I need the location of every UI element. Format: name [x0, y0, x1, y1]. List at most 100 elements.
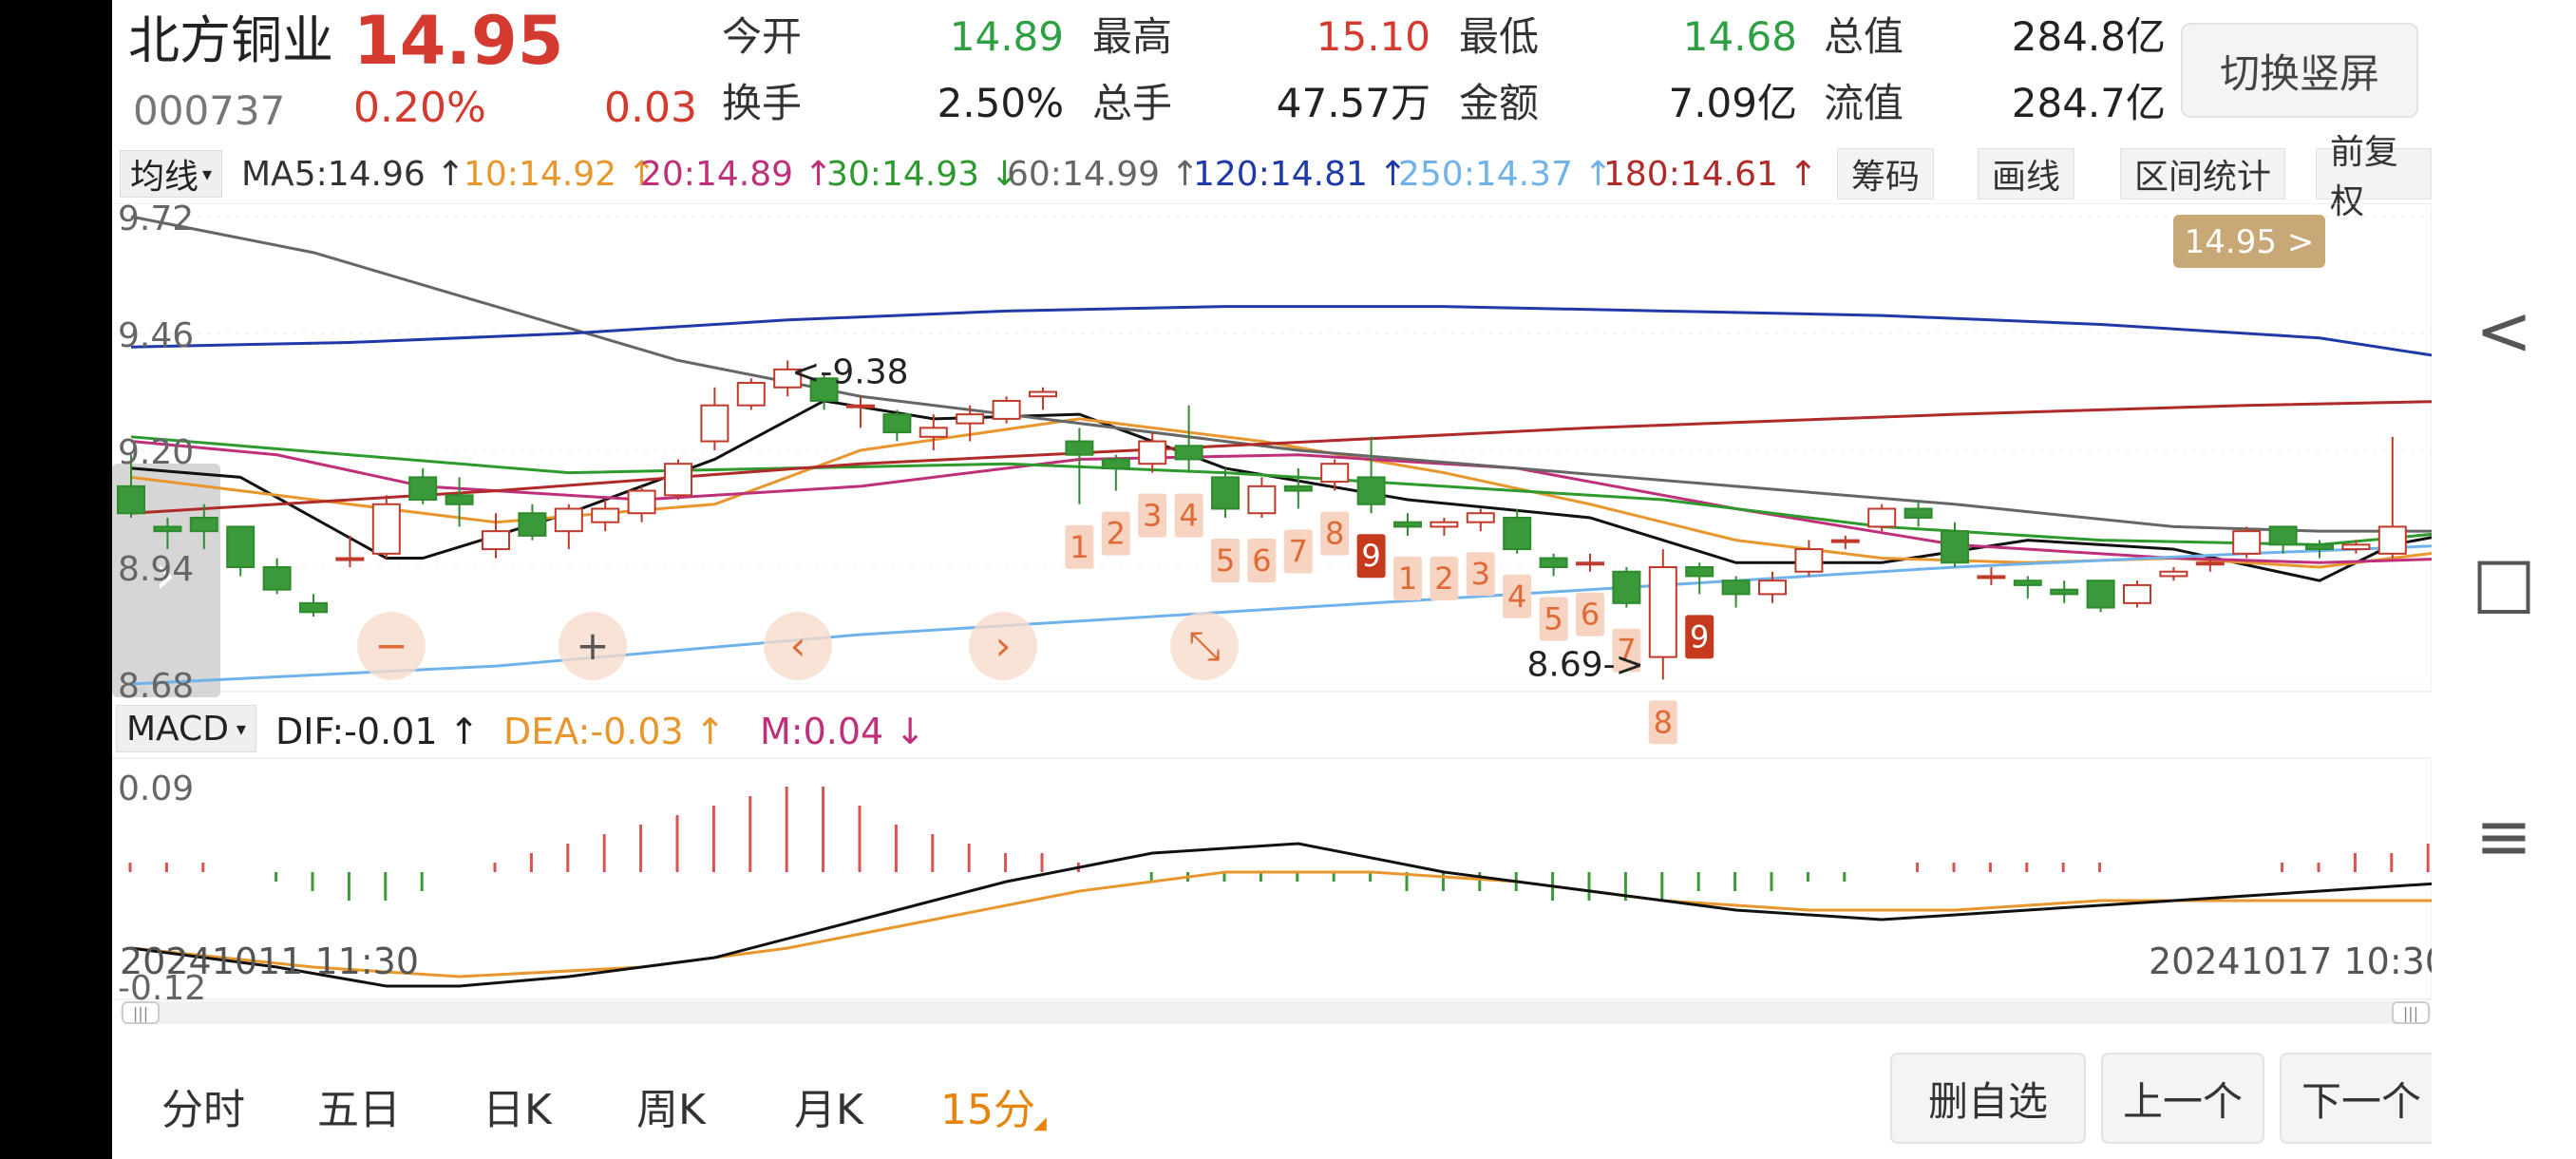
remove-watchlist-button[interactable]: 删自选 [1890, 1053, 2086, 1144]
control-circle [764, 612, 832, 680]
pan-left-button[interactable]: ‹ [764, 612, 832, 680]
td-count-text: 4 [1507, 579, 1526, 615]
scroll-handle-left[interactable]: ||| [122, 1001, 160, 1024]
macd-y-tick-label: 0.09 [118, 770, 194, 808]
stat-label: 最高 [1092, 13, 1173, 60]
chips-button[interactable]: 筹码 [1837, 148, 1935, 200]
candle-body [445, 494, 474, 505]
td-count-label: 8 [1320, 511, 1350, 556]
td-count-bg [1648, 700, 1677, 745]
back-icon[interactable]: < [2474, 291, 2533, 370]
candle-body [846, 404, 875, 408]
candle-body [700, 404, 729, 443]
scroll-handle-right[interactable]: ||| [2392, 1001, 2430, 1024]
previous-stock-button[interactable]: 上一个 [2101, 1053, 2264, 1144]
candle-body [736, 382, 766, 407]
candle-body [2159, 570, 2188, 578]
tab-15min[interactable]: 15分 [940, 1086, 1035, 1134]
ma-legend-item: 30:14.93 ↓ [826, 155, 1019, 194]
adjust-price-button[interactable]: 前复权 [2316, 133, 2432, 221]
td-count-text: 3 [1143, 498, 1162, 534]
high-annotation: <-9.38 [791, 352, 908, 391]
y-tick-label: 9.46 [118, 316, 194, 355]
candle-body [1904, 507, 1933, 519]
candle-body [1867, 507, 1897, 528]
td-count-label: 6 [1247, 538, 1277, 582]
zoom-in-button[interactable]: + [559, 612, 627, 680]
td-count-bg [1138, 493, 1167, 538]
candle-body [1356, 476, 1386, 505]
tab-five-day[interactable]: 五日 [317, 1086, 401, 1134]
candle-body [882, 413, 912, 434]
stat-value: 47.57万 [1276, 80, 1430, 126]
stock-name: 北方铜业 [128, 10, 333, 70]
right-icon: › [995, 622, 1012, 669]
tab-weekly-k[interactable]: 周K [636, 1086, 706, 1134]
home-icon[interactable]: □ [2471, 542, 2537, 621]
low-annotation: 8.69-> [1526, 645, 1643, 684]
candle-body [371, 503, 401, 555]
td-count-text: 5 [1544, 600, 1563, 636]
candle-body [2050, 588, 2079, 596]
candle-body [335, 557, 365, 561]
menu-icon[interactable]: ≡ [2474, 796, 2533, 876]
candle-body [1941, 530, 1969, 564]
ma-legend-bar: 均线 ▾ MA5:14.96 ↑ 10:14.92 ↑ 20:14.89 ↑ 30:1… [112, 133, 2432, 221]
ma-line-ma250 [130, 542, 2466, 686]
pan-right-button[interactable]: › [969, 612, 1037, 680]
y-tick-label: 8.94 [118, 550, 194, 589]
candle-body [1685, 566, 1714, 578]
ma-legend-item: 10:14.92 ↑ [464, 155, 656, 194]
candle-body [1138, 440, 1167, 466]
switch-portrait-button[interactable]: 切换竖屏 [2181, 23, 2418, 118]
td-count-bg [1101, 511, 1130, 556]
candle-body [226, 525, 256, 568]
candle-body [1283, 484, 1313, 492]
price-tag-text: 14.95 > [2185, 223, 2315, 261]
y-tick-label: 9.72 [118, 203, 194, 238]
ma-selector[interactable]: 均线 ▾ [120, 150, 223, 198]
td-count-bg [1503, 574, 1532, 618]
td-count-label: 1 [1393, 556, 1422, 600]
macd-dif-value: DIF:-0.01 ↑ [275, 711, 480, 752]
draw-line-button[interactable]: 画线 [1978, 148, 2075, 200]
candle-body [1211, 476, 1240, 510]
tab-daily-k[interactable]: 日K [483, 1086, 552, 1134]
candle-body [153, 525, 182, 533]
candle-body [956, 413, 985, 425]
ma-line-ma180 [130, 399, 2466, 515]
control-circle [559, 612, 627, 680]
minus-icon: − [374, 622, 407, 669]
candle-body [1247, 484, 1277, 515]
candle-body [1174, 445, 1203, 461]
candle-body [482, 530, 510, 551]
candle-body [518, 512, 547, 537]
stock-code: 000737 [133, 87, 286, 134]
range-stats-button[interactable]: 区间统计 [2120, 148, 2286, 200]
compress-button[interactable]: ⤡ [1170, 612, 1239, 680]
chart-range-scrollbar[interactable]: ||| ||| [120, 1001, 2432, 1024]
candle-body [1065, 440, 1094, 456]
current-price-tag: 14.95 > [2173, 215, 2325, 268]
tab-monthly-k[interactable]: 月K [794, 1086, 863, 1134]
td-count-text: 9 [1361, 538, 1380, 574]
candle-body [2341, 543, 2371, 551]
macd-dif-line [130, 842, 2466, 988]
zoom-out-button[interactable]: − [357, 612, 426, 680]
candle-body [1393, 521, 1422, 528]
percent-change: 0.20% [353, 84, 486, 132]
date-start: 20241011 11:30 [120, 940, 420, 982]
candle-body [1101, 458, 1130, 469]
kline-chart-area[interactable]: › 1 2 3 4 5 6 7 8 9 1 2 3 4 5 6 7 8 9 9.72 9.46 9.20 8.94 8.68 1… [111, 200, 2466, 1058]
tab-intraday[interactable]: 分时 [161, 1086, 245, 1134]
td-count-bg [1356, 534, 1386, 579]
dropdown-triangle-icon: ▾ [236, 717, 246, 740]
macd-selector[interactable]: MACD ▾ [116, 705, 256, 752]
td-count-label: 5 [1211, 538, 1240, 582]
date-end: 20241017 10:30 [2149, 940, 2449, 982]
stat-label: 总值 [1824, 13, 1904, 60]
compress-icon: ⤡ [1188, 622, 1221, 669]
y-tick-label: 8.68 [118, 667, 194, 706]
stat-label: 今开 [722, 13, 803, 60]
next-stock-button[interactable]: 下一个 [2280, 1053, 2443, 1144]
